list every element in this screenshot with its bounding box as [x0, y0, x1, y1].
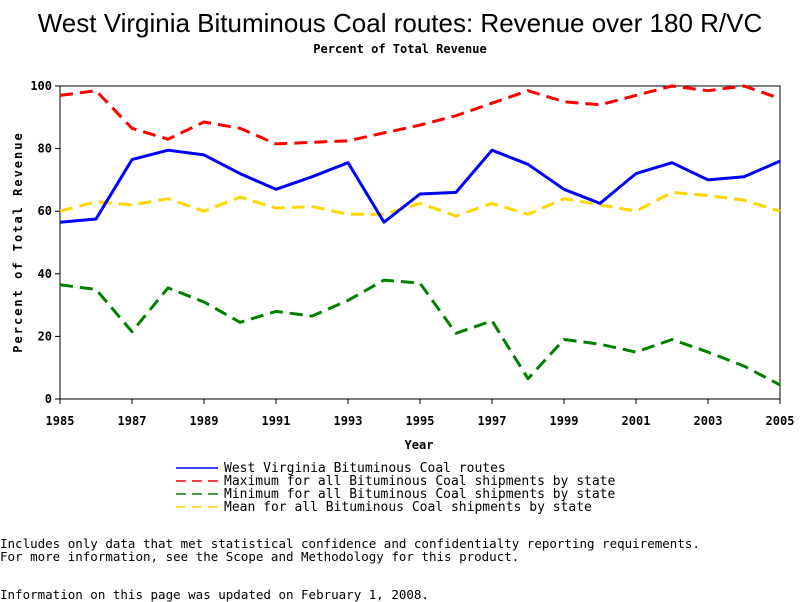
- legend-label-3: Mean for all Bituminous Coal shipments b…: [224, 500, 592, 515]
- y-tick-label: 100: [30, 79, 52, 93]
- chart-subtitle: Percent of Total Revenue: [313, 42, 486, 56]
- x-tick-label: 1997: [478, 414, 507, 428]
- series-line-1: [59, 84, 781, 146]
- x-tick-label: 2003: [694, 414, 723, 428]
- legend-label-0: West Virginia Bituminous Coal routes: [224, 461, 506, 476]
- x-tick-label: 1999: [550, 414, 579, 428]
- x-tick-label: 2001: [622, 414, 651, 428]
- y-tick-label: 20: [38, 329, 52, 343]
- axes: 1985 1987 1989 1991 1993 1995 1997 1999 2001 2003…: [30, 79, 794, 428]
- y-tick-label: 0: [45, 392, 52, 406]
- confidence-note: Includes only data that met statistical …: [0, 536, 700, 551]
- y-tick-label: 80: [38, 142, 52, 156]
- plot-frame: [59, 85, 781, 400]
- y-tick-label: 40: [38, 267, 52, 281]
- series-group: [59, 84, 781, 387]
- y-tick-label: 60: [38, 204, 52, 218]
- chart-title: West Virginia Bituminous Coal routes: Re…: [38, 8, 763, 38]
- x-tick-label: 1985: [46, 414, 75, 428]
- legend-label-1: Maximum for all Bituminous Coal shipment…: [224, 474, 616, 489]
- series-line-2: [59, 278, 781, 387]
- series-line-3: [59, 190, 781, 218]
- x-tick-label: 1995: [406, 414, 435, 428]
- legend-label-2: Minimum for all Bituminous Coal shipment…: [224, 487, 616, 502]
- x-tick-label: 1991: [262, 414, 291, 428]
- x-tick-label: 1987: [118, 414, 147, 428]
- methodology-note: For more information, see the Scope and …: [0, 549, 520, 564]
- x-tick-label: 1993: [334, 414, 363, 428]
- series-line-0: [59, 148, 781, 224]
- x-axis-label: Year: [405, 438, 434, 452]
- update-note: Information on this page was updated on …: [0, 587, 429, 602]
- y-axis-label: Percent of Total Revenue: [11, 131, 25, 352]
- legend: West Virginia Bituminous Coal routesMaxi…: [176, 461, 616, 515]
- x-tick-label: 1989: [190, 414, 219, 428]
- x-tick-label: 2005: [766, 414, 795, 428]
